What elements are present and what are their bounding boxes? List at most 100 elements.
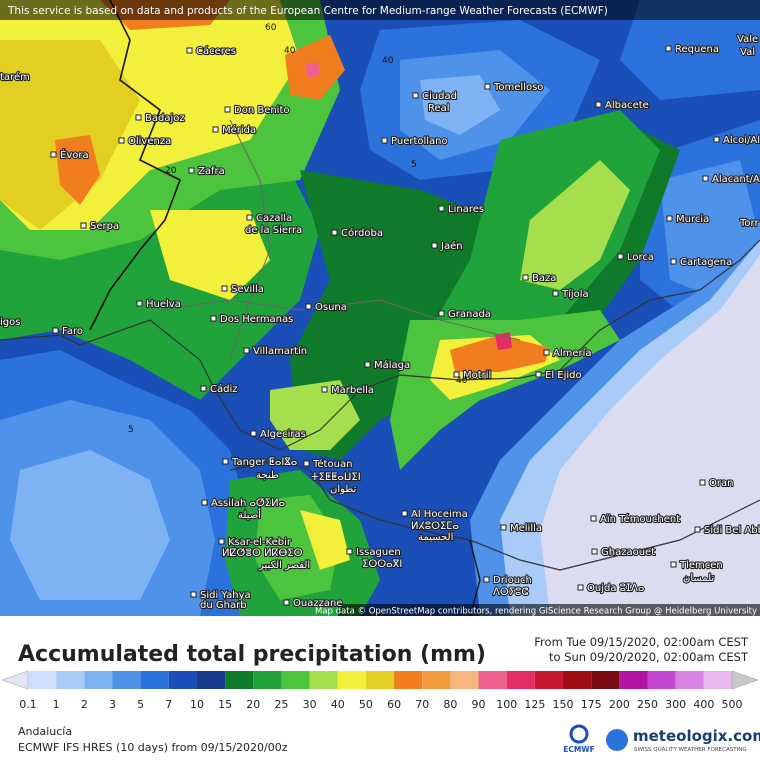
ecmwf-icon [569, 724, 589, 744]
ecmwf-logo: ECMWF [563, 745, 595, 754]
legend-swatch [619, 671, 648, 689]
precip-area [305, 62, 320, 78]
precip-area [270, 380, 360, 450]
city-label: Tíjola [561, 288, 589, 300]
city-marker [670, 258, 677, 265]
city-marker [346, 548, 353, 555]
city-label: Alacant/Alicante [712, 174, 760, 185]
city-marker [135, 114, 142, 121]
city-marker [80, 222, 87, 229]
city-label: Requena [675, 44, 719, 55]
map: This service is based on data and produc… [0, 0, 760, 617]
city-label: Val [740, 47, 755, 58]
legend-level: 150 [553, 698, 574, 711]
city-label: Ghazaouet [601, 547, 655, 558]
precip-area [0, 40, 140, 230]
city-marker [118, 137, 125, 144]
city-label: Cádiz [210, 383, 238, 395]
legend: Accumulated total precipitation (mm) Fro… [1, 635, 759, 711]
legend-swatch [422, 671, 451, 689]
legend-swatch [140, 671, 169, 689]
legend-level: 0.1 [19, 698, 37, 711]
city-label: Zafra [198, 166, 225, 177]
model: ECMWF IFS HRES (10 days) from 09/15/2020… [18, 741, 288, 754]
legend-swatch [394, 671, 423, 689]
contour-label: 5 [128, 425, 134, 435]
city-label: Mérida [222, 124, 256, 136]
city-marker [522, 274, 529, 281]
city-marker [590, 515, 597, 522]
city-label: Serpa [90, 221, 119, 232]
city-label: Aïn Témouchent [600, 513, 680, 525]
city-label: Sevilla [231, 284, 264, 295]
period-from: From Tue 09/15/2020, 02:00am CEST [534, 635, 749, 649]
city-marker [200, 385, 207, 392]
legend-level: 15 [218, 698, 232, 711]
city-marker [595, 101, 602, 108]
legend-level: 3 [109, 698, 116, 711]
city-marker [243, 347, 250, 354]
city-label: Jaén [440, 240, 463, 252]
border [89, 0, 182, 331]
legend-swatch [450, 671, 479, 689]
city-label: Ciudad [422, 91, 457, 102]
legend-level: 90 [472, 698, 486, 711]
city-label: Granada [448, 309, 491, 320]
legend-swatch [675, 671, 704, 689]
city-marker [577, 584, 584, 591]
legend-swatch [196, 671, 226, 689]
city-marker [591, 548, 598, 555]
city-label: Dos Hermanas [220, 314, 293, 325]
legend-level: 20 [246, 698, 260, 711]
legend-swatch [703, 671, 732, 689]
legend-swatch [168, 671, 197, 689]
city-marker [431, 242, 438, 249]
coastline [0, 239, 760, 451]
city-label: Tétouan [312, 458, 352, 470]
city-marker [222, 458, 229, 465]
city-label: تلمسان [683, 573, 714, 584]
city-marker [670, 561, 677, 568]
legend-level: 30 [303, 698, 317, 711]
city-label: ⵍⵃⵓⵙⵉⵎⴰ [411, 521, 459, 532]
city-label: Ouazzane [293, 598, 342, 609]
legend-swatch [591, 671, 620, 689]
legend-level: 5 [137, 698, 144, 711]
city-label: Puertollano [391, 136, 448, 147]
city-label: Marbella [331, 385, 374, 396]
city-label: ⵍⵇⵚⴻⵔ ⵍⴽⴱⵉⵔ [222, 548, 303, 559]
legend-level: 70 [415, 698, 429, 711]
city-label: du Gharb [200, 600, 247, 611]
city-marker [617, 253, 624, 260]
legend-level: 25 [274, 698, 288, 711]
city-marker [190, 591, 197, 598]
legend-level: 7 [165, 698, 172, 711]
contour-label: 60 [265, 23, 277, 33]
city-label: Évora [60, 148, 89, 161]
city-label: Tomelloso [493, 82, 543, 93]
city-label: Huelva [146, 299, 181, 310]
legend-swatch [253, 671, 282, 689]
legend-title: Accumulated total precipitation (mm) [18, 642, 486, 667]
city-marker [246, 214, 253, 221]
footer: Andalucía ECMWF IFS HRES (10 days) from … [18, 724, 760, 754]
city-label: Driouch [493, 575, 532, 586]
attribution: Map data © OpenStreetMap contributors, r… [315, 607, 757, 617]
precip-area [300, 510, 350, 570]
city-marker [713, 136, 720, 143]
city-marker [500, 524, 507, 531]
legend-swatch [534, 671, 564, 689]
city-marker [210, 315, 217, 322]
legend-level: 300 [665, 698, 686, 711]
legend-swatch [112, 671, 141, 689]
legend-level: 250 [637, 698, 658, 711]
city-label: Málaga [374, 359, 410, 371]
city-label: El Ejido [545, 370, 582, 381]
tagline: SWISS QUALITY WEATHER FORECASTING [634, 747, 747, 753]
city-marker [483, 576, 490, 583]
legend-swatch [563, 671, 592, 689]
legend-level: 100 [496, 698, 517, 711]
city-marker [321, 386, 328, 393]
brand: meteologix.com [633, 727, 760, 745]
